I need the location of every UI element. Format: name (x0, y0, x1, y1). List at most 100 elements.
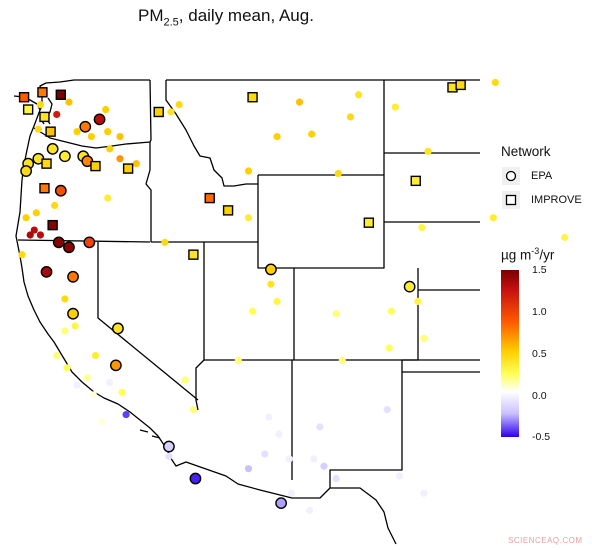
improve-site-marker (37, 87, 48, 98)
epa-site-marker (53, 351, 61, 360)
legend-improve-square-icon (505, 194, 517, 206)
title-prefix: PM (138, 6, 164, 25)
epa-site-marker (112, 322, 124, 335)
epa-site-marker (132, 160, 140, 168)
epa-site-marker (346, 113, 355, 121)
epa-site-marker (420, 334, 428, 342)
legend-shapes (502, 167, 520, 209)
epa-site-marker (385, 344, 393, 352)
epa-site-marker (67, 270, 79, 283)
epa-site-marker (181, 376, 189, 384)
epa-site-marker (189, 472, 202, 485)
id-mt-border (165, 80, 258, 187)
epa-site-marker (418, 224, 426, 232)
epa-site-marker (440, 423, 448, 431)
improve-site-marker (47, 219, 58, 231)
ca-nv-border (97, 242, 199, 401)
epa-site-marker (22, 214, 30, 222)
monitoring-sites (18, 78, 569, 515)
epa-site-marker (310, 455, 318, 463)
epa-site-marker (275, 497, 288, 510)
epa-site-marker (53, 110, 61, 119)
epa-site-marker (40, 265, 53, 278)
epa-site-marker (355, 91, 363, 99)
epa-site-marker (403, 280, 416, 293)
epa-site-marker (34, 125, 42, 133)
improve-site-marker (39, 111, 50, 123)
epa-site-marker (104, 194, 112, 202)
improve-site-marker (410, 175, 421, 187)
epa-site-marker (165, 452, 173, 460)
epa-site-marker (489, 214, 497, 222)
epa-site-marker (26, 231, 34, 239)
epa-site-marker (52, 236, 65, 249)
improve-site-marker (247, 92, 258, 103)
epa-site-marker (163, 440, 175, 453)
epa-site-marker (287, 489, 295, 497)
improve-site-marker (18, 92, 30, 103)
epa-site-marker (104, 128, 112, 136)
epa-site-marker (273, 132, 281, 141)
epa-site-marker (93, 113, 106, 126)
epa-site-marker (387, 307, 395, 315)
epa-site-marker (244, 465, 253, 473)
epa-site-marker (308, 130, 316, 138)
epa-site-marker (83, 374, 91, 382)
epa-site-marker (36, 231, 45, 239)
colorbar-tick-1-0: 1.0 (532, 306, 547, 318)
epa-site-marker (420, 489, 428, 497)
legend-network-title: Network (501, 144, 551, 159)
colorbar-title-suffix: /yr (539, 247, 555, 263)
epa-site-marker (395, 472, 404, 480)
epa-site-marker (51, 201, 59, 210)
epa-site-marker (265, 263, 277, 276)
improve-site-marker (39, 183, 50, 194)
epa-site-marker (61, 327, 69, 335)
colorbar-tick-0-5: 0.5 (532, 348, 547, 360)
epa-site-marker (67, 307, 79, 320)
epa-site-marker (189, 406, 197, 414)
id-west-border (145, 79, 152, 242)
colorbar-title: µg m-3/yr (501, 246, 554, 263)
epa-site-marker (61, 295, 69, 303)
epa-site-marker (18, 251, 26, 259)
epa-site-marker (71, 322, 79, 330)
epa-site-marker (91, 351, 100, 360)
epa-site-marker (332, 310, 340, 318)
epa-site-marker (244, 167, 253, 175)
colorbar (501, 270, 519, 437)
epa-site-marker (79, 120, 92, 133)
epa-site-marker (424, 147, 432, 155)
epa-site-marker (267, 280, 275, 288)
epa-site-marker (161, 238, 169, 246)
chart-title: PM2.5, daily mean, Aug. (138, 6, 314, 28)
nm-tx-border (329, 372, 403, 488)
improve-site-marker (204, 192, 215, 204)
improve-site-marker (363, 217, 375, 228)
nv-ut-border (195, 242, 205, 411)
epa-site-marker (46, 142, 59, 155)
epa-site-marker (334, 169, 342, 178)
improve-site-marker (41, 158, 52, 169)
epa-site-marker (248, 307, 257, 315)
epa-site-marker (277, 374, 285, 382)
epa-site-marker (167, 108, 175, 116)
state-boundaries (13, 79, 480, 545)
epa-site-marker (414, 297, 422, 305)
epa-site-marker (491, 78, 499, 87)
epa-site-marker (306, 506, 314, 515)
epa-site-marker (89, 391, 98, 399)
epa-site-marker (275, 430, 283, 438)
wa-or-border (33, 127, 151, 149)
epa-site-marker (244, 214, 253, 222)
epa-site-marker (63, 241, 75, 254)
epa-site-marker (102, 105, 110, 114)
epa-site-marker (73, 128, 81, 136)
epa-site-marker (457, 383, 465, 392)
epa-site-marker (32, 209, 40, 217)
colorbar-tick-neg-0-5: -0.5 (532, 431, 551, 443)
epa-site-marker (63, 364, 71, 372)
legend-improve-label: IMPROVE (531, 194, 582, 206)
title-subscript: 2.5 (163, 16, 179, 29)
